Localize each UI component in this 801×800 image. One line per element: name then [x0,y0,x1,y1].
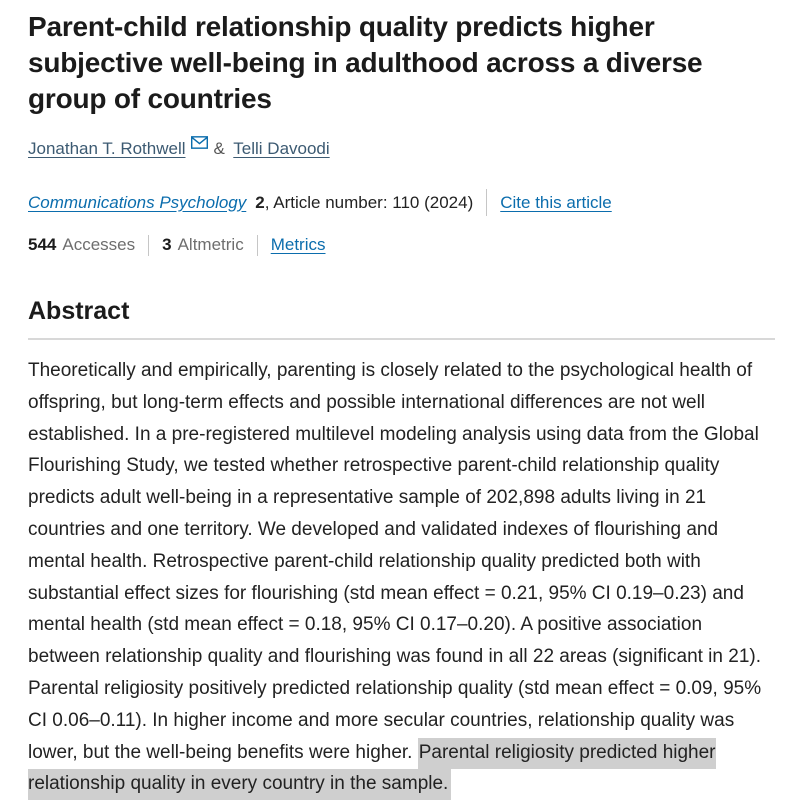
metrics-bar: 544 Accesses 3 Altmetric Metrics [28,233,775,257]
accesses-count: 544 [28,235,57,254]
divider [486,189,488,216]
cite-article-link[interactable]: Cite this article [500,192,612,212]
author-separator: & [213,139,225,158]
accesses-label: Accesses [62,235,136,254]
article-title: Parent-child relationship quality predic… [28,11,703,114]
author-link-rothwell[interactable]: Jonathan T. Rothwell [28,139,186,158]
abstract-heading: Abstract [28,297,130,325]
divider [256,234,258,256]
abstract-text: Theoretically and empirically, parenting… [28,355,775,800]
journal-volume: 2 [255,192,265,212]
journal-link[interactable]: Communications Psychology [28,192,247,212]
abstract-text-main: Theoretically and empirically, parenting… [28,360,762,763]
metrics-link[interactable]: Metrics [270,235,326,254]
journal-line: Communications Psychology 2, Article num… [28,189,775,216]
article-number: , Article number: 110 (2024) [264,192,474,212]
divider [148,234,150,256]
altmetric-label: Altmetric [177,235,244,254]
altmetric-count: 3 [162,235,172,254]
email-icon[interactable] [190,136,208,149]
author-list: Jonathan T. Rothwell & Telli Davoodi [28,136,775,160]
author-link-davoodi[interactable]: Telli Davoodi [233,139,330,158]
section-divider [28,338,775,340]
